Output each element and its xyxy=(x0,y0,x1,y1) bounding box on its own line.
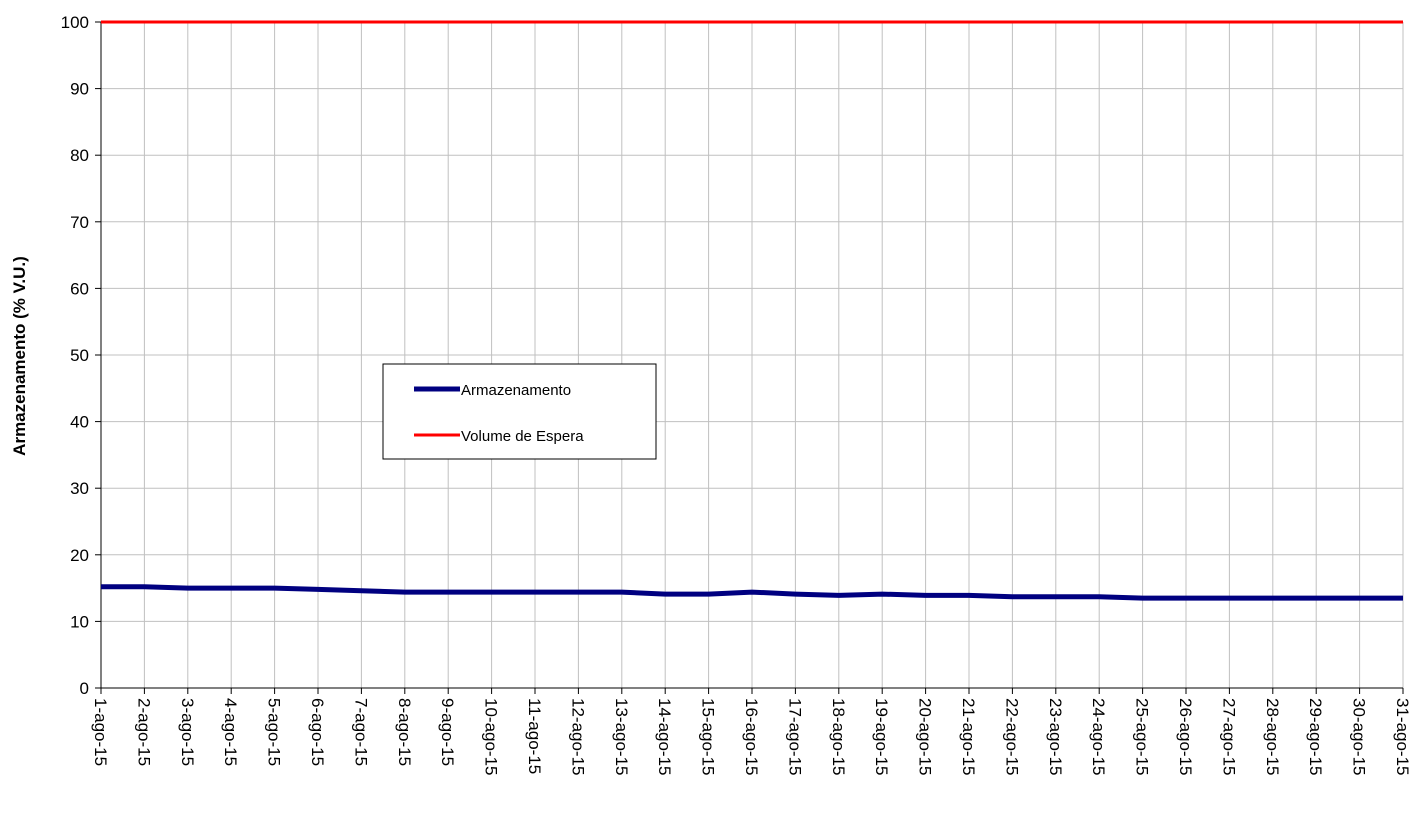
series-line-armazenamento xyxy=(101,584,1403,601)
x-tick-label: 23-ago-15 xyxy=(1046,698,1065,776)
x-tick-label: 4-ago-15 xyxy=(221,698,240,766)
x-axis-ticks: 1-ago-15 2-ago-15 3-ago-15 4-ago-15 5-ago-15… xyxy=(91,688,1412,776)
x-tick-label: 11-ago-15 xyxy=(525,698,544,774)
y-tick-label: 20 xyxy=(70,546,89,565)
y-tick-label: 60 xyxy=(70,279,89,298)
grid xyxy=(101,21,1404,688)
y-tick-label: 30 xyxy=(70,479,89,498)
x-tick-label: 17-ago-15 xyxy=(785,698,804,776)
x-tick-label: 8-ago-15 xyxy=(395,698,414,766)
legend-label-volume-de-espera: Volume de Espera xyxy=(461,428,584,445)
y-tick-label: 50 xyxy=(70,346,89,365)
x-tick-label: 22-ago-15 xyxy=(1002,698,1021,776)
x-tick-label: 13-ago-15 xyxy=(612,698,631,776)
series-lines xyxy=(101,20,1403,601)
y-tick-label: 80 xyxy=(70,146,89,165)
y-tick-label: 40 xyxy=(70,413,89,432)
x-tick-label: 19-ago-15 xyxy=(872,698,891,776)
x-tick-label: 3-ago-15 xyxy=(178,698,197,766)
legend: Armazenamento Volume de Espera xyxy=(382,363,657,460)
y-tick-label: 90 xyxy=(70,80,89,99)
x-tick-label: 12-ago-15 xyxy=(568,698,587,776)
x-tick-label: 31-ago-15 xyxy=(1393,698,1412,776)
x-tick-label: 29-ago-15 xyxy=(1306,698,1325,776)
x-tick-label: 5-ago-15 xyxy=(265,698,284,766)
x-tick-label: 26-ago-15 xyxy=(1176,698,1195,776)
legend-label-armazenamento: Armazenamento xyxy=(461,382,571,399)
x-tick-label: 2-ago-15 xyxy=(134,698,153,766)
y-tick-label: 0 xyxy=(80,679,89,698)
x-tick-label: 7-ago-15 xyxy=(351,698,370,766)
y-axis-label: Armazenamento (% V.U.) xyxy=(10,256,29,456)
x-tick-label: 20-ago-15 xyxy=(916,698,935,776)
x-tick-label: 9-ago-15 xyxy=(438,698,457,766)
y-tick-label: 70 xyxy=(70,213,89,232)
x-tick-label: 21-ago-15 xyxy=(959,698,978,776)
x-tick-label: 28-ago-15 xyxy=(1263,698,1282,776)
x-tick-label: 15-ago-15 xyxy=(699,698,718,776)
x-tick-label: 24-ago-15 xyxy=(1089,698,1108,776)
x-tick-label: 30-ago-15 xyxy=(1350,698,1369,776)
x-tick-label: 14-ago-15 xyxy=(655,698,674,776)
x-tick-label: 27-ago-15 xyxy=(1219,698,1238,776)
y-tick-label: 100 xyxy=(61,13,89,32)
x-tick-label: 16-ago-15 xyxy=(742,698,761,776)
y-tick-label: 10 xyxy=(70,612,89,631)
x-tick-label: 25-ago-15 xyxy=(1133,698,1152,776)
legend-box xyxy=(382,363,657,460)
y-axis-ticks: 0 10 20 30 40 50 60 70 80 90 100 xyxy=(61,13,101,698)
x-tick-label: 1-ago-15 xyxy=(91,698,110,766)
x-tick-label: 6-ago-15 xyxy=(308,698,327,766)
x-tick-label: 18-ago-15 xyxy=(829,698,848,776)
x-tick-label: 10-ago-15 xyxy=(482,698,501,776)
